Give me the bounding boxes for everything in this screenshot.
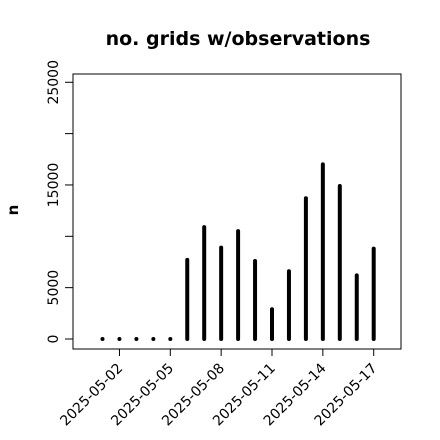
y-tick-label: 15000 — [46, 163, 62, 208]
y-tick-label: 5000 — [46, 270, 62, 306]
bars-group — [100, 162, 376, 341]
bar-point — [100, 337, 105, 341]
y-tick-label: 0 — [46, 335, 62, 344]
y-axis: 0 5000 15000 25000 — [46, 60, 74, 349]
bar-point — [151, 337, 156, 341]
y-axis-label: n — [4, 205, 22, 216]
bar-point — [168, 337, 173, 341]
bar-point — [134, 337, 139, 341]
bar-point — [117, 337, 122, 341]
y-tick-label: 25000 — [46, 60, 62, 105]
x-axis: 2025-05-022025-05-052025-05-082025-05-11… — [57, 348, 381, 429]
chart-title: no. grids w/observations — [106, 28, 371, 50]
